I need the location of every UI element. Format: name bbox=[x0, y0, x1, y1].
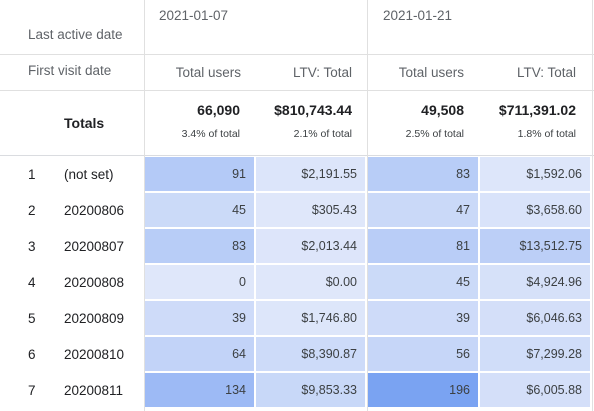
row-number: 3 bbox=[28, 238, 36, 254]
ltv-cell-2[interactable]: $6,046.63 bbox=[480, 301, 590, 335]
row-label: 20200811 bbox=[64, 382, 124, 398]
row-number: 1 bbox=[28, 166, 36, 182]
date-column-header-1[interactable]: 2021-01-07 bbox=[159, 8, 229, 23]
ltv-cell-2[interactable]: $6,005.88 bbox=[480, 373, 590, 407]
totals-users-2: 49,508 bbox=[421, 102, 464, 118]
ltv-cell-1[interactable]: $1,746.80 bbox=[256, 301, 365, 335]
date-column-header-2[interactable]: 2021-01-21 bbox=[383, 8, 453, 23]
users-cell-1[interactable]: 0 bbox=[145, 265, 254, 299]
column-divider-1 bbox=[144, 0, 145, 411]
first-visit-date-header[interactable]: First visit date bbox=[28, 63, 112, 78]
ltv-cell-1[interactable]: $8,390.87 bbox=[256, 337, 365, 371]
metric-header-ltv-total-2[interactable]: LTV: Total bbox=[516, 64, 576, 80]
totals-ltv-2: $711,391.02 bbox=[498, 102, 576, 118]
row-number: 5 bbox=[28, 310, 36, 326]
ltv-cell-1[interactable]: $305.43 bbox=[256, 193, 365, 227]
ltv-cell-2[interactable]: $13,512.75 bbox=[480, 229, 590, 263]
users-cell-1[interactable]: 45 bbox=[145, 193, 254, 227]
row-number: 7 bbox=[28, 382, 36, 398]
metric-header-ltv-total-1[interactable]: LTV: Total bbox=[292, 64, 352, 80]
users-cell-1[interactable]: 134 bbox=[145, 373, 254, 407]
totals-ltv-pct-2: 1.8% of total bbox=[517, 128, 576, 140]
totals-users-1: 66,090 bbox=[197, 102, 240, 118]
totals-ltv-pct-1: 2.1% of total bbox=[293, 128, 352, 140]
metric-header-total-users-2[interactable]: Total users bbox=[398, 64, 464, 80]
row-number: 6 bbox=[28, 346, 36, 362]
totals-ltv-1: $810,743.44 bbox=[274, 102, 352, 118]
ltv-cell-2[interactable]: $1,592.06 bbox=[480, 157, 590, 191]
users-cell-2[interactable]: 47 bbox=[368, 193, 478, 227]
column-divider-2 bbox=[367, 0, 368, 411]
header-divider bbox=[0, 54, 594, 55]
users-cell-2[interactable]: 45 bbox=[368, 265, 478, 299]
users-cell-1[interactable]: 83 bbox=[145, 229, 254, 263]
metric-header-divider bbox=[0, 90, 594, 91]
column-divider-3 bbox=[592, 0, 593, 411]
totals-users-pct-2: 2.5% of total bbox=[405, 128, 464, 140]
row-number: 2 bbox=[28, 202, 36, 218]
users-cell-1[interactable]: 91 bbox=[145, 157, 254, 191]
row-label: 20200808 bbox=[64, 274, 125, 290]
users-cell-2[interactable]: 196 bbox=[368, 373, 478, 407]
ltv-cell-1[interactable]: $2,191.55 bbox=[256, 157, 365, 191]
users-cell-2[interactable]: 81 bbox=[368, 229, 478, 263]
users-cell-2[interactable]: 56 bbox=[368, 337, 478, 371]
last-active-date-header[interactable]: Last active date bbox=[28, 27, 123, 42]
row-label: 20200807 bbox=[64, 238, 125, 254]
ltv-cell-1[interactable]: $9,853.33 bbox=[256, 373, 365, 407]
ltv-cell-2[interactable]: $7,299.28 bbox=[480, 337, 590, 371]
row-label: 20200810 bbox=[64, 346, 125, 362]
row-label: 20200806 bbox=[64, 202, 125, 218]
ltv-cell-1[interactable]: $2,013.44 bbox=[256, 229, 365, 263]
users-cell-1[interactable]: 39 bbox=[145, 301, 254, 335]
totals-users-pct-1: 3.4% of total bbox=[181, 128, 240, 140]
users-cell-2[interactable]: 39 bbox=[368, 301, 478, 335]
users-cell-1[interactable]: 64 bbox=[145, 337, 254, 371]
row-label: (not set) bbox=[64, 166, 114, 182]
metric-header-total-users-1[interactable]: Total users bbox=[175, 64, 241, 80]
ltv-cell-2[interactable]: $3,658.60 bbox=[480, 193, 590, 227]
ltv-cell-1[interactable]: $0.00 bbox=[256, 265, 365, 299]
totals-label: Totals bbox=[64, 115, 105, 131]
totals-divider bbox=[0, 155, 594, 156]
ltv-cell-2[interactable]: $4,924.96 bbox=[480, 265, 590, 299]
row-label: 20200809 bbox=[64, 310, 125, 326]
users-cell-2[interactable]: 83 bbox=[368, 157, 478, 191]
row-number: 4 bbox=[28, 274, 36, 290]
